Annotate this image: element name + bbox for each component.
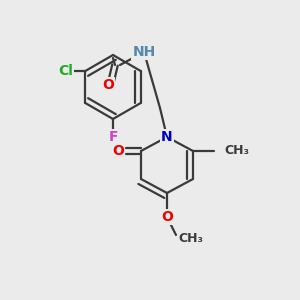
Text: O: O bbox=[161, 210, 173, 224]
Text: CH₃: CH₃ bbox=[224, 145, 249, 158]
Text: NH: NH bbox=[132, 45, 156, 59]
Text: N: N bbox=[161, 130, 173, 144]
Text: F: F bbox=[108, 130, 118, 144]
Text: CH₃: CH₃ bbox=[178, 232, 203, 244]
Text: Cl: Cl bbox=[58, 64, 73, 78]
Text: O: O bbox=[112, 144, 124, 158]
Text: O: O bbox=[102, 78, 114, 92]
